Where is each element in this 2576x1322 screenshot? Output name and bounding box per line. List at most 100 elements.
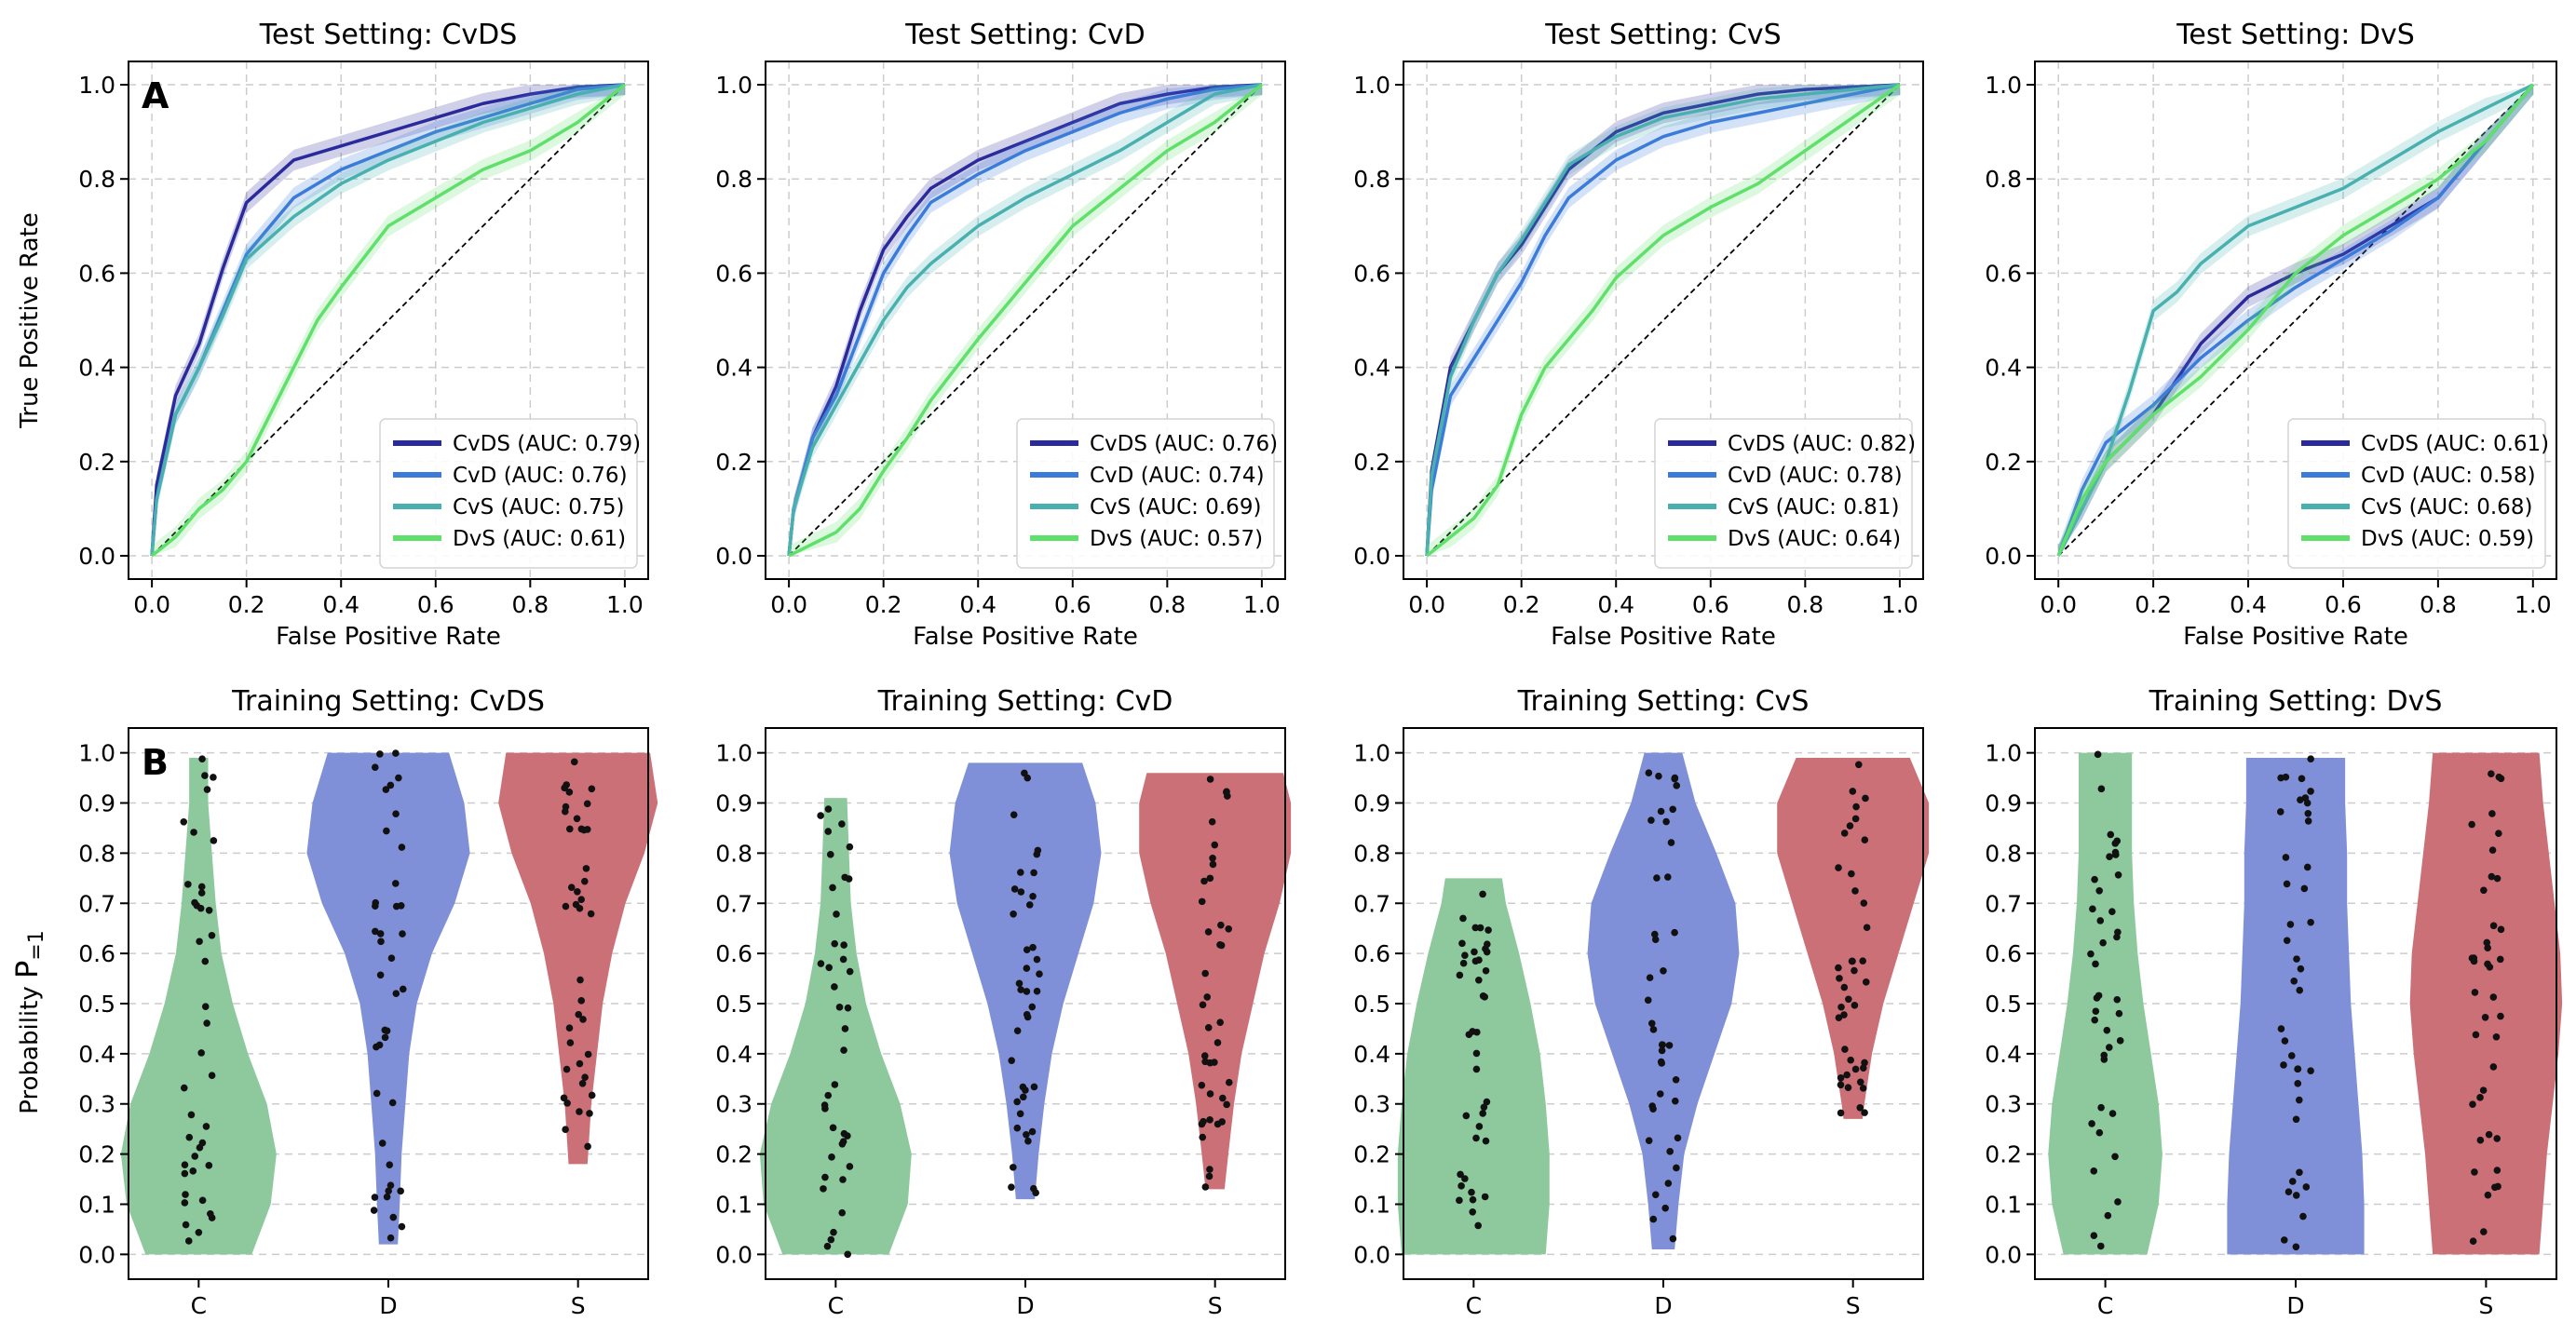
- sample-point: [1480, 1103, 1488, 1112]
- sample-point: [1856, 1078, 1864, 1086]
- sample-point: [2489, 1063, 2498, 1071]
- roc-panel-1: 0.0 0.2 0.4 0.6 0.8 1.0 0.0 0.2 0.4 0.6 0.8 1.0 Test…: [16, 19, 649, 651]
- sample-point: [1024, 774, 1032, 782]
- sample-point: [201, 1003, 210, 1010]
- sample-point: [1033, 955, 1041, 964]
- sample-point: [1028, 1127, 1037, 1136]
- sample-point: [1010, 885, 1019, 893]
- sample-point: [1674, 1134, 1682, 1142]
- violin-C: [120, 758, 277, 1255]
- sample-point: [1837, 1003, 1845, 1011]
- xtick-label: 0.6: [1692, 591, 1729, 618]
- sample-point: [1649, 1215, 1658, 1223]
- sample-point: [2104, 1211, 2112, 1220]
- sample-point: [2492, 1032, 2501, 1041]
- xtick-label: 0.0: [1408, 591, 1445, 618]
- sample-point: [1861, 836, 1869, 844]
- sample-point: [586, 1110, 593, 1117]
- sample-point: [2294, 1080, 2302, 1087]
- sample-point: [1481, 993, 1488, 1001]
- category-label: D: [2286, 1292, 2304, 1319]
- sample-point: [2497, 925, 2505, 934]
- sample-point: [1862, 978, 1870, 986]
- sample-point: [1836, 975, 1843, 982]
- sample-point: [386, 1161, 394, 1168]
- sample-point: [2496, 955, 2504, 964]
- sample-point: [840, 941, 847, 949]
- sample-point: [2472, 1031, 2480, 1039]
- ytick-label: 0.6: [1985, 260, 2022, 287]
- series-CvD: [1425, 83, 1901, 557]
- sample-point: [2116, 1037, 2124, 1045]
- sample-point: [1216, 1018, 1225, 1026]
- sample-point: [588, 1091, 596, 1099]
- sample-point: [1660, 966, 1667, 975]
- sample-point: [1023, 946, 1031, 953]
- xtick-label: 0.6: [417, 591, 454, 618]
- sample-point: [838, 1140, 847, 1148]
- sample-point: [581, 877, 589, 885]
- sample-point: [829, 1124, 837, 1132]
- sample-point: [1482, 966, 1490, 975]
- sample-point: [2488, 846, 2497, 854]
- sample-point: [1671, 775, 1678, 783]
- sample-point: [1479, 1110, 1486, 1117]
- ytick-label: 1.0: [1985, 72, 2022, 99]
- sample-point: [2286, 921, 2295, 928]
- sample-point: [1216, 940, 1224, 949]
- sample-point: [1459, 959, 1468, 967]
- sample-point: [824, 828, 833, 835]
- ytick-label: 0.2: [78, 449, 115, 476]
- ytick-label: 0.0: [1353, 543, 1390, 570]
- category-label: S: [2478, 1292, 2493, 1319]
- series-CvD: [787, 83, 1263, 557]
- sample-point: [2294, 1065, 2302, 1072]
- xtick-label: 0.6: [2325, 591, 2362, 618]
- sample-point: [2090, 1167, 2098, 1175]
- sample-point: [2298, 775, 2306, 783]
- sample-point: [372, 898, 380, 907]
- sample-point: [1017, 986, 1024, 993]
- sample-point: [2092, 1007, 2100, 1016]
- sample-point: [1851, 1065, 1860, 1073]
- sample-point: [184, 881, 192, 888]
- sample-point: [2493, 1135, 2501, 1142]
- sample-point: [1479, 890, 1486, 898]
- violin-C: [1397, 878, 1550, 1255]
- sample-point: [1476, 924, 1485, 932]
- ytick-label: 1.0: [715, 72, 752, 99]
- sample-point: [181, 1169, 189, 1178]
- sample-point: [1225, 1078, 1233, 1086]
- xtick-label: 0.4: [1597, 591, 1634, 618]
- sample-point: [2292, 1192, 2300, 1199]
- sample-point: [2097, 1103, 2105, 1112]
- sample-point: [2489, 922, 2498, 930]
- violin-D: [306, 752, 470, 1245]
- sample-point: [823, 1242, 832, 1250]
- xtick-label: 0.8: [1786, 591, 1824, 618]
- sample-point: [2495, 830, 2502, 837]
- sample-point: [386, 781, 395, 789]
- sample-point: [399, 985, 407, 993]
- sample-point: [1471, 957, 1480, 965]
- sample-point: [1653, 874, 1661, 882]
- chart-title: Training Setting: CvD: [877, 685, 1173, 718]
- sample-point: [1669, 805, 1677, 814]
- sample-point: [392, 810, 400, 817]
- sample-point: [385, 1187, 393, 1194]
- sample-point: [1010, 910, 1017, 918]
- sample-point: [576, 1108, 583, 1115]
- ytick-label: 0.8: [1985, 840, 2022, 867]
- sample-point: [1644, 996, 1652, 1005]
- ytick-label: 0.5: [1353, 991, 1390, 1018]
- sample-point: [831, 983, 838, 991]
- category-label: C: [2097, 1292, 2113, 1319]
- sample-point: [180, 817, 188, 826]
- x-axis-label: False Positive Rate: [1551, 623, 1776, 651]
- sample-point: [2283, 880, 2291, 888]
- sample-point: [2095, 886, 2103, 895]
- sample-point: [398, 1222, 406, 1231]
- sample-point: [1484, 940, 1491, 948]
- band-DvS: [2058, 85, 2533, 556]
- sample-point: [1667, 839, 1675, 846]
